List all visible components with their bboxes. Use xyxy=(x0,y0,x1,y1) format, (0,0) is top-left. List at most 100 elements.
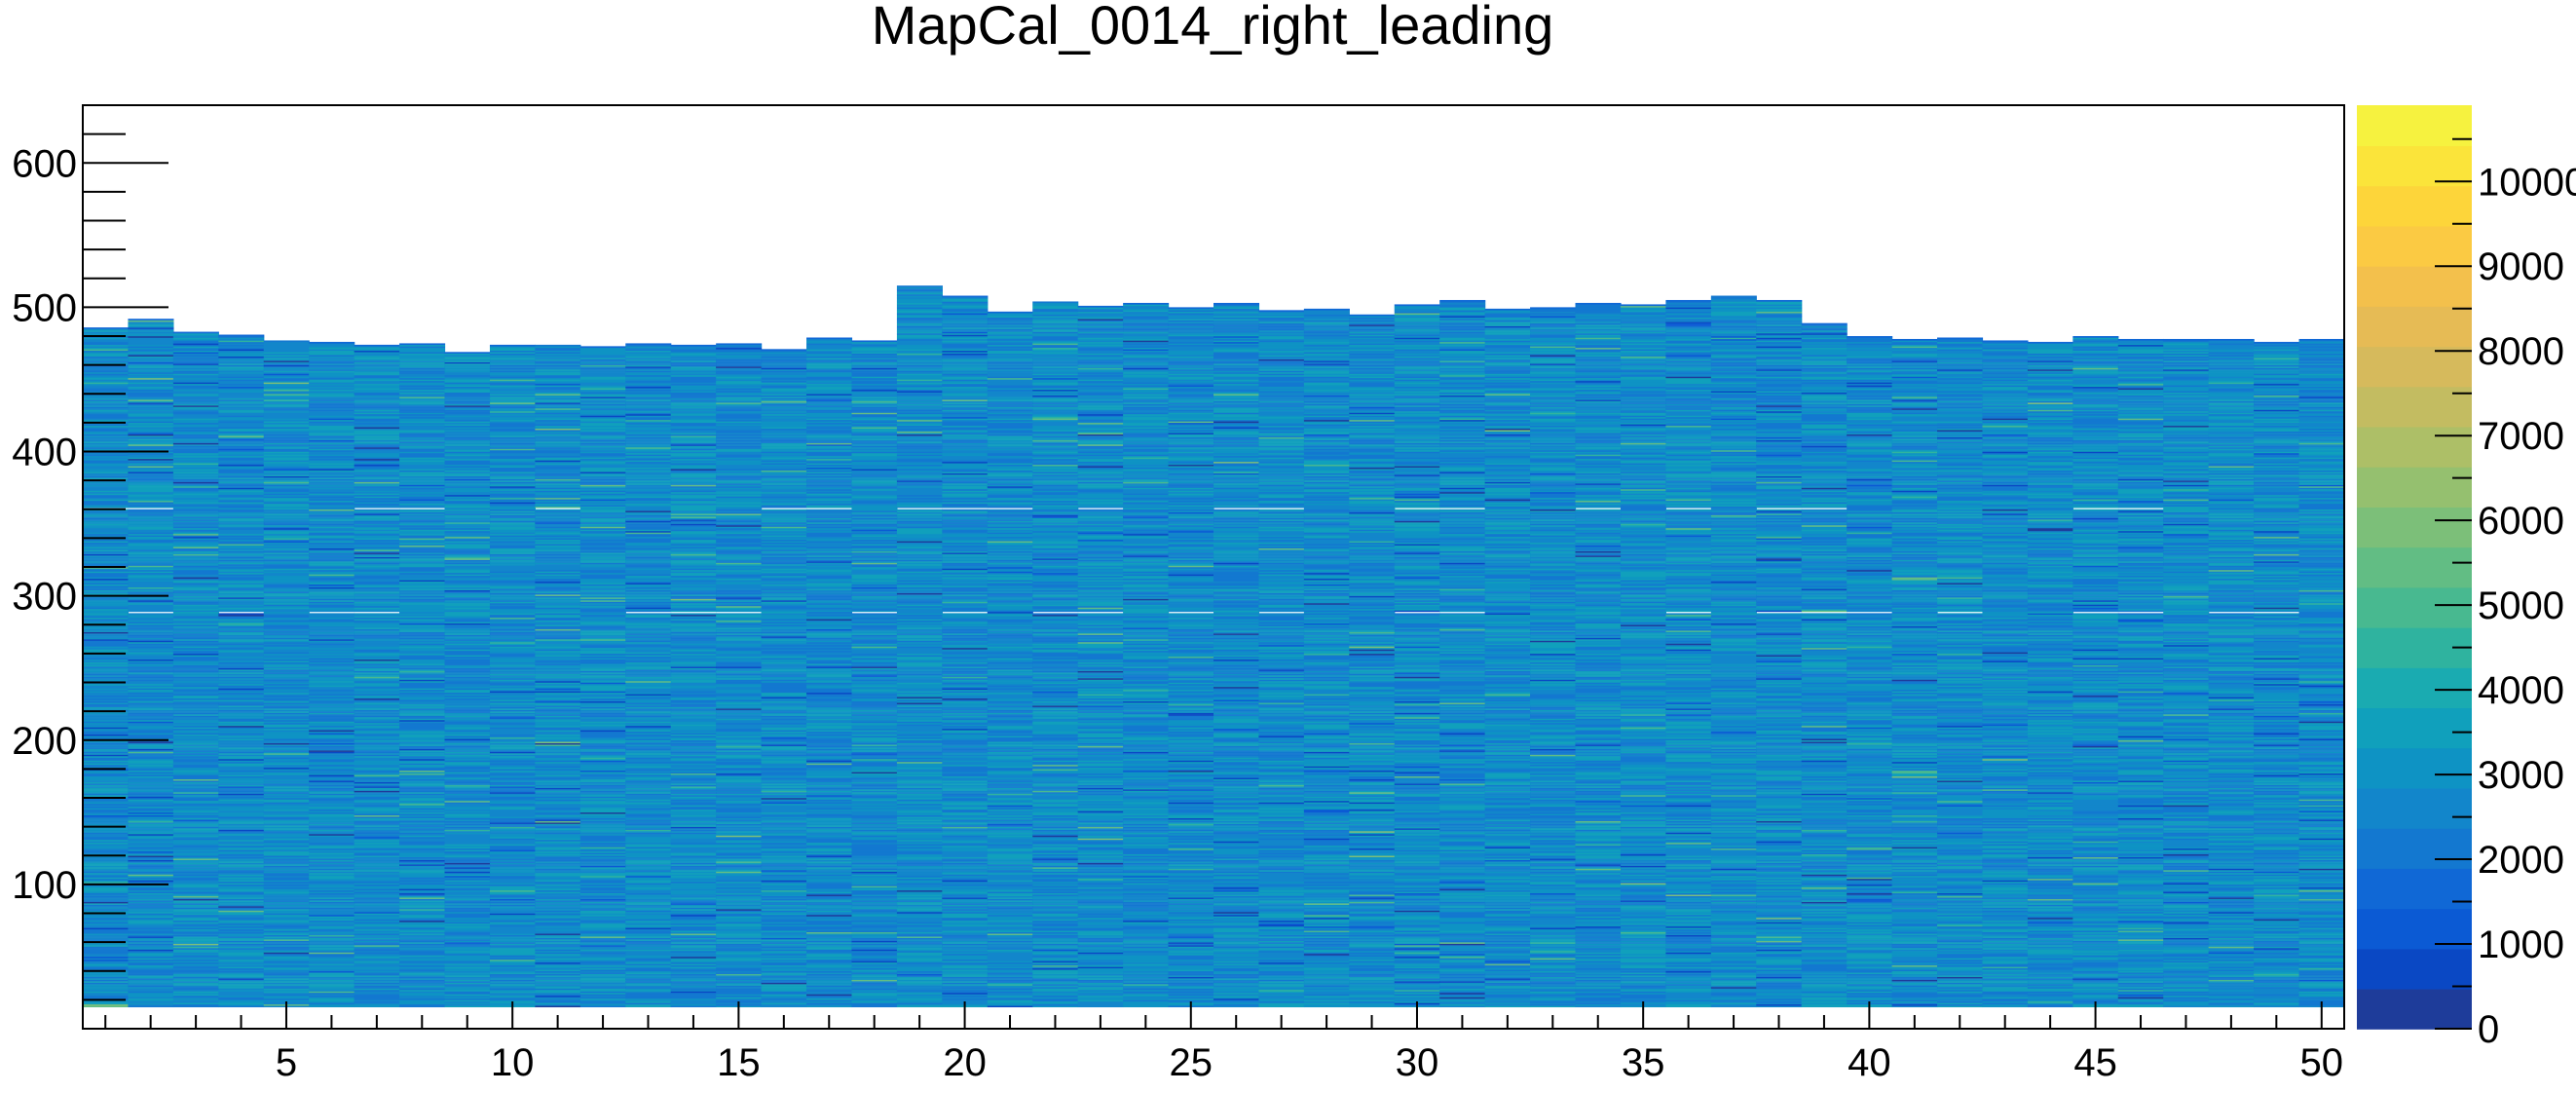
heatmap-cell xyxy=(489,979,536,982)
heatmap-cell xyxy=(83,735,130,738)
heatmap-cell xyxy=(354,798,400,800)
heatmap-cell xyxy=(444,549,491,551)
heatmap-cell xyxy=(489,544,536,546)
heatmap-cell xyxy=(263,724,310,727)
heatmap-cell xyxy=(399,600,446,602)
heatmap-cell xyxy=(218,849,265,852)
heatmap-cell xyxy=(535,871,581,874)
heatmap-cell xyxy=(172,433,219,434)
heatmap-cell xyxy=(83,367,130,370)
heatmap-cell xyxy=(172,744,219,746)
heatmap-cell xyxy=(83,358,130,359)
heatmap-cell xyxy=(444,811,491,814)
heatmap-cell xyxy=(354,727,400,730)
heatmap-cell xyxy=(83,408,130,410)
heatmap-cell xyxy=(83,658,130,660)
heatmap-cell xyxy=(263,819,310,821)
heatmap-cell xyxy=(218,444,265,446)
heatmap-cell xyxy=(83,366,130,368)
heatmap-cell xyxy=(172,1005,219,1008)
heatmap-cell xyxy=(309,600,355,602)
heatmap-cell xyxy=(172,431,219,433)
heatmap-cell xyxy=(218,1000,265,1003)
heatmap-cell xyxy=(535,646,581,649)
heatmap-cell xyxy=(535,589,581,592)
heatmap-cell xyxy=(354,793,400,796)
heatmap-cell xyxy=(83,553,130,556)
heatmap-cell xyxy=(399,810,446,813)
heatmap-cell xyxy=(399,591,446,593)
heatmap-cell xyxy=(128,356,174,358)
heatmap-cell xyxy=(263,413,310,416)
heatmap-cell xyxy=(399,603,446,605)
heatmap-cell xyxy=(263,477,310,479)
heatmap-cell xyxy=(218,714,265,716)
heatmap-cell xyxy=(83,669,130,671)
heatmap-cell xyxy=(444,961,491,964)
heatmap-cell xyxy=(218,545,265,547)
heatmap-cell xyxy=(444,574,491,577)
heatmap-cell xyxy=(444,813,491,816)
heatmap-cell xyxy=(263,469,310,471)
heatmap-cell xyxy=(128,343,174,346)
heatmap-cell xyxy=(128,547,174,550)
heatmap-cell xyxy=(354,745,400,748)
heatmap-cell xyxy=(489,903,536,905)
heatmap-cell xyxy=(354,856,400,859)
heatmap-cell xyxy=(172,389,219,392)
heatmap-cell xyxy=(128,973,174,976)
heatmap-cell xyxy=(309,955,355,958)
heatmap-cell xyxy=(399,474,446,476)
heatmap-cell xyxy=(218,427,265,430)
heatmap-cell xyxy=(218,895,265,898)
heatmap-cell xyxy=(309,819,355,821)
heatmap-cell xyxy=(399,466,446,469)
heatmap-cell xyxy=(83,900,130,902)
heatmap-cell xyxy=(172,652,219,655)
heatmap-cell xyxy=(263,982,310,985)
heatmap-cell xyxy=(489,659,536,661)
heatmap-cell xyxy=(489,508,536,509)
heatmap-cell xyxy=(489,865,536,868)
heatmap-cell xyxy=(399,852,446,855)
heatmap-cell xyxy=(444,415,491,418)
heatmap-cell xyxy=(309,475,355,478)
heatmap-cell xyxy=(218,871,265,874)
heatmap-cell xyxy=(218,535,265,538)
heatmap-cell xyxy=(218,909,265,911)
heatmap-cell xyxy=(218,549,265,551)
heatmap-cell xyxy=(83,341,130,344)
heatmap-cell xyxy=(535,630,581,632)
heatmap-cell xyxy=(444,841,491,844)
heatmap-cell xyxy=(444,622,491,624)
heatmap-cell xyxy=(218,858,265,860)
heatmap-cell xyxy=(535,814,581,817)
heatmap-cell xyxy=(399,1005,446,1008)
heatmap-cell xyxy=(535,862,581,865)
heatmap-cell xyxy=(399,767,446,770)
heatmap-cell xyxy=(172,628,219,631)
heatmap-cell xyxy=(399,659,446,661)
heatmap-cell xyxy=(218,735,265,738)
heatmap-cell xyxy=(172,802,219,805)
heatmap-cell xyxy=(535,706,581,709)
heatmap-cell xyxy=(309,1000,355,1003)
heatmap-cell xyxy=(399,450,446,452)
heatmap-cell xyxy=(354,909,400,911)
heatmap-cell xyxy=(354,1000,400,1003)
heatmap-cell xyxy=(172,924,219,927)
heatmap-cell xyxy=(535,884,581,886)
heatmap-cell xyxy=(263,871,310,874)
heatmap-cell xyxy=(172,514,219,517)
heatmap-cell xyxy=(444,562,491,565)
heatmap-cell xyxy=(309,516,355,518)
heatmap-cell xyxy=(354,717,400,719)
heatmap-cell xyxy=(399,697,446,700)
heatmap-cell xyxy=(489,925,536,928)
heatmap-cell xyxy=(263,382,310,385)
heatmap-cell xyxy=(309,584,355,586)
heatmap-cell xyxy=(172,403,219,406)
heatmap-cell xyxy=(218,904,265,907)
heatmap-cell xyxy=(399,979,446,982)
